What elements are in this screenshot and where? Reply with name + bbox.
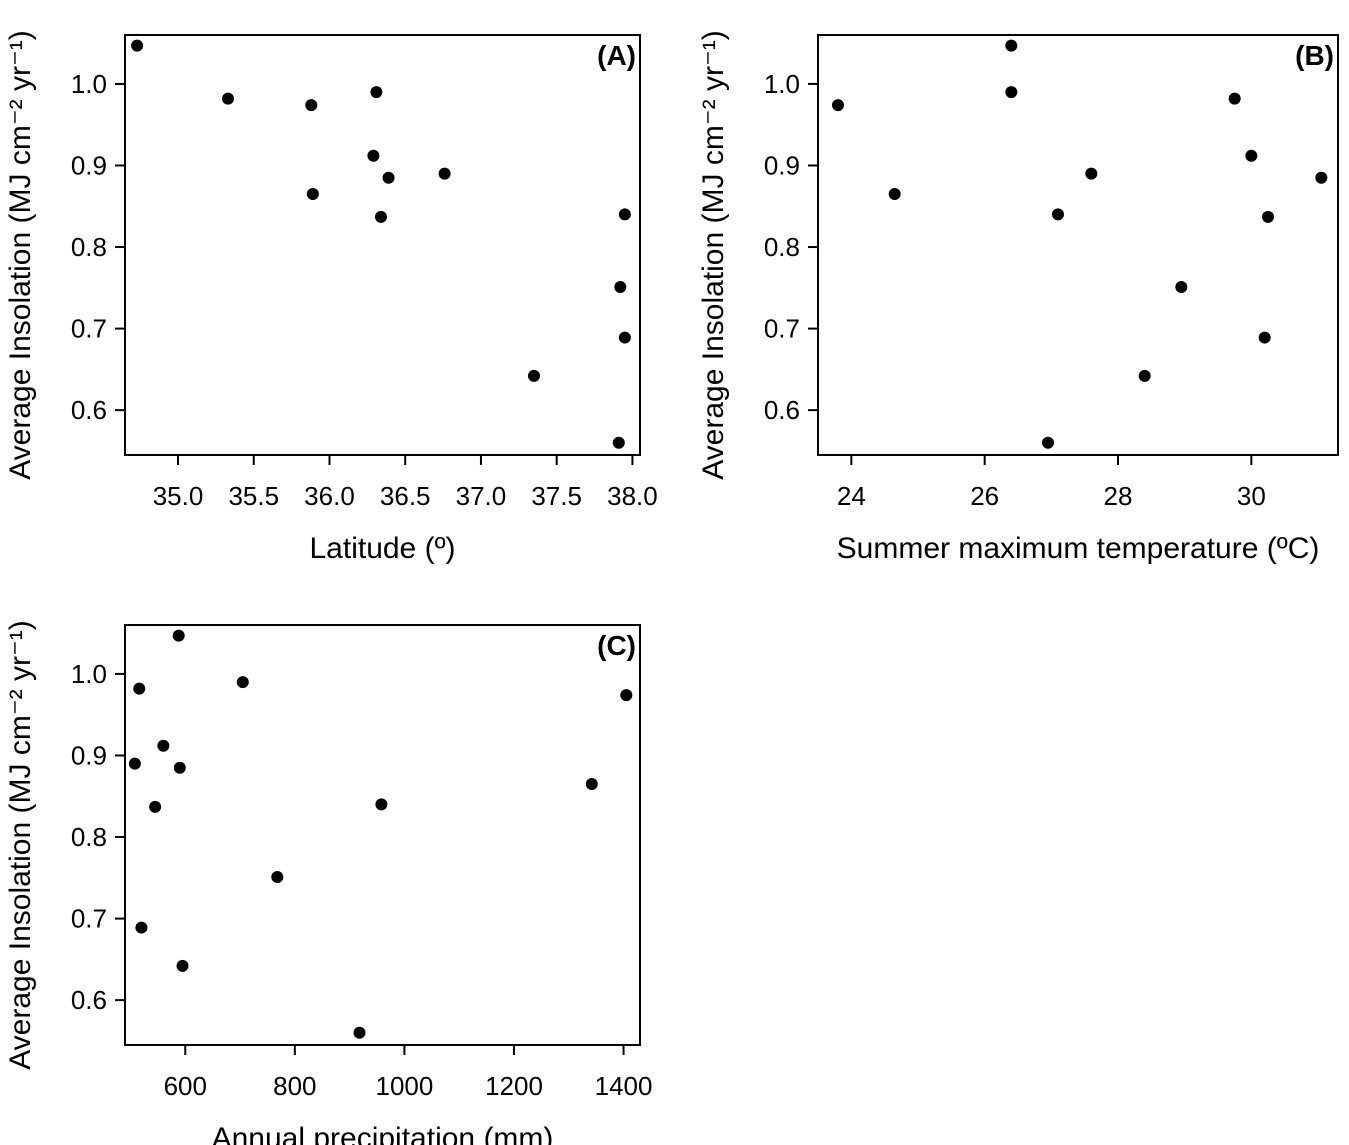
panel-b-data-point [1042, 436, 1054, 449]
panel-c-y-tick-label: 0.7 [71, 904, 107, 934]
panel-b-tag: (B) [1295, 40, 1334, 71]
panel-b-data-point [1262, 210, 1274, 223]
panel-a-y-tick-label: 0.8 [71, 232, 107, 262]
panel-a-data-point [438, 167, 451, 180]
panel-a-y-tick-label: 0.6 [71, 395, 107, 425]
panel-c-x-tick-label: 800 [273, 1071, 316, 1101]
panel-c-data-point [236, 676, 249, 689]
panel-b-x-tick-label: 24 [837, 481, 866, 511]
panel-a-data-point [618, 208, 631, 221]
panel-c-data-point [149, 800, 162, 813]
panel-b-data-point [1052, 208, 1064, 221]
panel-a-data-point [612, 436, 625, 449]
panel-c: (C) Annual precipitation (mm) Average In… [4, 620, 652, 1145]
panel-a-tag: (A) [597, 40, 636, 71]
panel-b-frame [817, 34, 1339, 456]
panel-a-data-point [370, 86, 383, 99]
panel-c-x-tick-label: 1000 [375, 1071, 433, 1101]
panel-c-x-tick-label: 1400 [595, 1071, 653, 1101]
panel-b-x-tick-label: 28 [1104, 481, 1133, 511]
panel-a-data-point [374, 210, 387, 223]
panel-b-y-tick-label: 0.7 [764, 314, 800, 344]
panel-b-y-tick-label: 0.6 [764, 395, 800, 425]
panel-b-x-axis-label: Summer maximum temperature (ºC) [837, 532, 1320, 565]
panel-c-data-point [157, 739, 170, 752]
panel-a-x-axis-label: Latitude (º) [309, 532, 455, 565]
panel-a-data-point [306, 188, 319, 201]
panel-c-data-point [128, 757, 141, 770]
panel-b-ticks: 24 26 28 30 0.6 0.7 0.8 0.9 1.0 [764, 69, 1266, 511]
panel-a-data-point [614, 281, 627, 293]
panel-b-data-point [1005, 39, 1018, 52]
panel-a-x-tick-label: 35.0 [153, 481, 204, 511]
panel-b-data-point [1228, 92, 1241, 105]
panel-a: (A) Latitude (º) Average Insolation (MJ … [4, 30, 658, 565]
panel-a-x-tick-label: 35.5 [228, 481, 279, 511]
panel-c-frame [124, 624, 641, 1046]
panel-b-y-tick-label: 0.9 [764, 150, 800, 180]
panel-c-x-axis-label: Annual precipitation (mm) [212, 1122, 554, 1145]
panel-a-x-tick-label: 37.5 [531, 481, 582, 511]
panel-a-x-tick-label: 37.0 [456, 481, 507, 511]
panel-c-data-point [375, 798, 388, 811]
panel-a-x-tick-label: 36.0 [304, 481, 355, 511]
panel-c-tag: (C) [597, 630, 636, 661]
panel-a-y-tick-label: 0.7 [71, 314, 107, 344]
panel-b-y-tick-label: 0.8 [764, 232, 800, 262]
panel-b-data-point [832, 99, 844, 112]
panel-c-y-tick-label: 1.0 [71, 659, 107, 689]
panel-c-points [128, 629, 633, 1039]
panel-c-ticks: 600 800 1000 1200 1400 0.6 0.7 0.8 0.9 1.0 [71, 659, 653, 1101]
panel-a-frame [124, 34, 641, 456]
panel-a-data-point [527, 369, 540, 382]
panel-b-x-tick-label: 26 [970, 481, 999, 511]
panel-b-y-axis-label: Average Insolation (MJ cm⁻² yr⁻¹) [697, 30, 730, 480]
panel-a-y-axis-label: Average Insolation (MJ cm⁻² yr⁻¹) [4, 30, 37, 480]
panel-a-data-point [131, 39, 144, 52]
panel-c-data-point [172, 629, 185, 642]
panel-c-data-point [176, 959, 189, 972]
panel-c-x-tick-label: 1200 [485, 1071, 543, 1101]
panel-a-x-tick-label: 36.5 [380, 481, 431, 511]
panel-c-y-tick-label: 0.9 [71, 740, 107, 770]
panel-a-ticks: 35.0 35.5 36.0 36.5 37.0 37.5 38.0 0.6 0.7 0.8 0.9… [71, 69, 658, 511]
panel-c-data-point [353, 1026, 366, 1039]
panel-b-data-point [1245, 149, 1258, 162]
panel-b-data-point [1258, 331, 1271, 344]
panel-b-y-tick-label: 1.0 [764, 69, 800, 99]
panel-a-y-tick-label: 1.0 [71, 69, 107, 99]
panel-a-data-point [305, 99, 318, 112]
panel-a-data-point [367, 149, 380, 162]
panel-b-x-tick-label: 30 [1237, 481, 1266, 511]
panel-c-y-axis-label: Average Insolation (MJ cm⁻² yr⁻¹) [4, 620, 37, 1070]
panel-c-x-tick-label: 600 [164, 1071, 207, 1101]
panel-b: (B) Summer maximum temperature (ºC) Aver… [697, 30, 1339, 565]
panel-b-data-point [1175, 281, 1188, 293]
panel-a-data-point [382, 171, 395, 184]
panel-b-data-point [1138, 369, 1151, 382]
panel-a-data-point [618, 331, 631, 344]
panel-c-data-point [133, 682, 146, 695]
panel-c-data-point [135, 921, 148, 934]
panel-b-points [832, 39, 1328, 449]
panel-a-x-tick-label: 38.0 [607, 481, 658, 511]
panel-c-data-point [585, 778, 598, 791]
panel-b-data-point [1005, 86, 1018, 99]
panel-c-y-tick-label: 0.6 [71, 985, 107, 1015]
panel-a-points [131, 39, 631, 449]
panel-a-y-tick-label: 0.9 [71, 150, 107, 180]
panel-b-data-point [1315, 171, 1328, 184]
panel-c-data-point [620, 689, 633, 702]
panel-c-y-tick-label: 0.8 [71, 822, 107, 852]
panel-c-data-point [173, 761, 186, 774]
panel-c-data-point [271, 871, 284, 883]
panel-b-data-point [1085, 167, 1098, 180]
panel-b-data-point [888, 188, 901, 201]
panel-a-data-point [222, 92, 234, 105]
